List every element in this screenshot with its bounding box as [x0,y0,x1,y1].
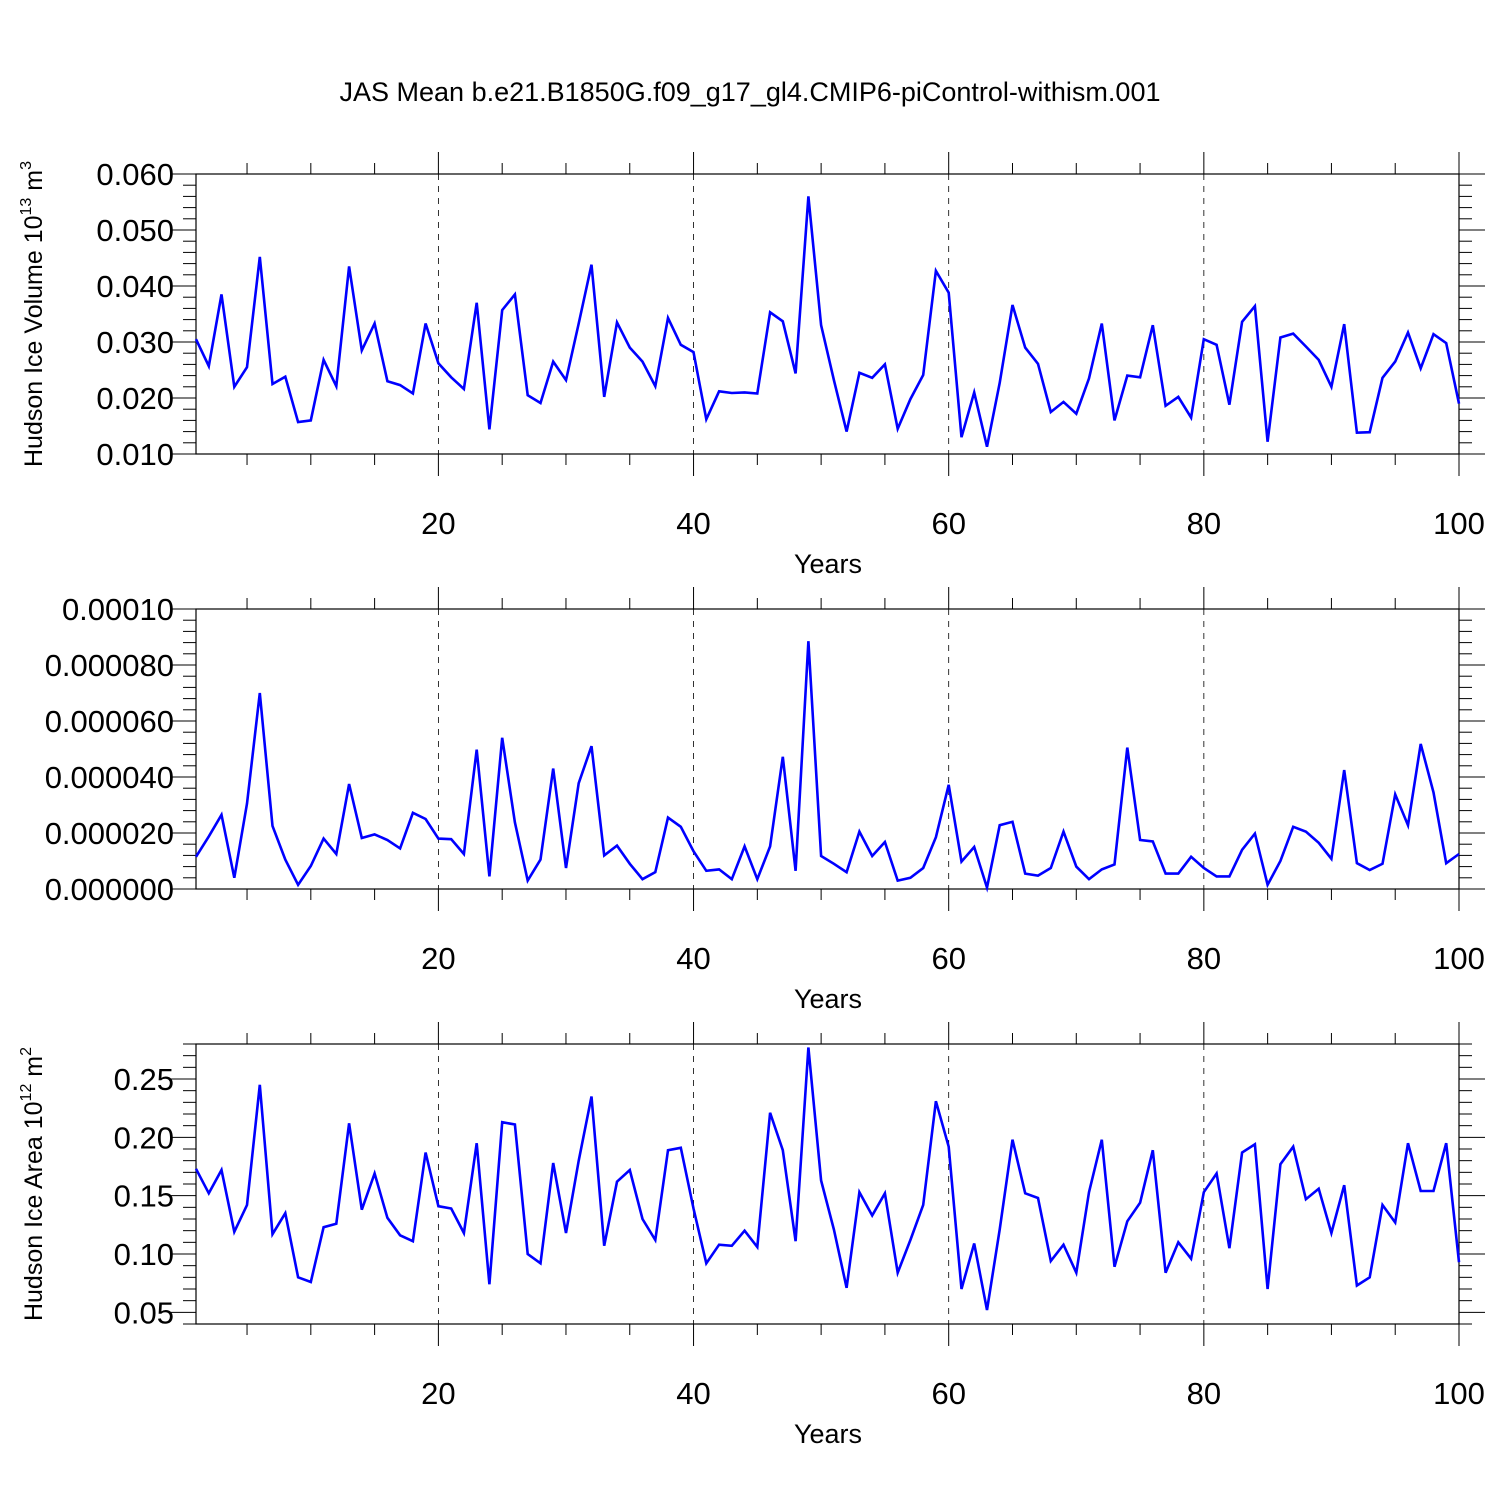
y-tick-label: 0.000040 [45,760,174,795]
y-tick-label: 0.10 [114,1237,174,1272]
x-tick-label: 80 [1187,941,1221,976]
x-tick-label: 60 [931,506,965,541]
chart-panels: 0.010 0.020 0.030 0.040 0.050 0.060 20 40 60 80 10… [18,152,1485,1449]
y-axis-label-main: Hudson Ice Area 10 [20,1101,48,1321]
chart-panel-1: 0.010 0.020 0.030 0.040 0.050 0.060 20 40 60 80 10… [18,152,1485,579]
series-line [194,196,1461,447]
y-axis-label-exponent: 12 [18,1084,35,1102]
x-tick-label: 40 [676,1376,710,1411]
y-tick-label: 0.050 [96,213,174,248]
y-axis-label-exponent: 13 [18,198,35,216]
y-axis-label-unit-exponent: 2 [18,1047,35,1056]
chart-panel-2: 0.000000 0.000020 0.000040 0.000060 0.000080… [45,587,1485,1014]
y-tick-label: 0.05 [114,1295,174,1330]
y-tick-label: 0.25 [114,1062,174,1097]
x-axis-label: Years [794,984,862,1014]
y-axis-label-unit-exponent: 3 [18,161,35,170]
y-tick-label: 0.060 [96,157,174,192]
y-tick-label: 0.15 [114,1179,174,1214]
y-tick-label: 0.010 [96,437,174,472]
chart-panel-3: 0.05 0.10 0.15 0.20 0.25 20 40 60 80 100 Years Huds… [18,1022,1485,1449]
x-tick-label: 40 [676,941,710,976]
y-tick-label: 0.20 [114,1120,174,1155]
x-tick-label: 80 [1187,506,1221,541]
y-tick-label: 0.000020 [45,816,174,851]
y-tick-label: 0.030 [96,325,174,360]
y-tick-label: 0.020 [96,381,174,416]
x-tick-label: 100 [1433,1376,1485,1411]
y-axis-label-unit: m [20,170,48,198]
y-tick-label: 0.000060 [45,704,174,739]
y-tick-label: 0.00010 [62,592,174,627]
plot-frame [195,1043,1460,1325]
x-tick-label: 40 [676,506,710,541]
y-axis-label-main: Hudson Ice Volume 10 [20,215,48,467]
plot-frame [195,173,1460,455]
x-axis-label: Years [794,549,862,579]
x-tick-label: 20 [421,941,455,976]
series-line [194,1047,1461,1311]
plot-frame [195,608,1460,890]
y-tick-label: 0.040 [96,269,174,304]
x-tick-label: 60 [931,1376,965,1411]
x-tick-label: 80 [1187,1376,1221,1411]
x-tick-label: 20 [421,1376,455,1411]
x-tick-label: 20 [421,506,455,541]
y-tick-label: 0.000000 [45,872,174,907]
x-tick-label: 60 [931,941,965,976]
x-axis-label: Years [794,1419,862,1449]
figure-title: JAS Mean b.e21.B1850G.f09_g17_gl4.CMIP6-… [340,77,1161,107]
x-tick-label: 100 [1433,941,1485,976]
y-axis-label: Hudson Ice Volume 1013 m3 [18,161,48,467]
y-tick-label: 0.000080 [45,648,174,683]
y-axis-label: Hudson Ice Area 1012 m2 [18,1047,48,1321]
y-axis-label-unit: m [20,1056,48,1084]
series-line [194,641,1460,893]
x-tick-label: 100 [1433,506,1485,541]
